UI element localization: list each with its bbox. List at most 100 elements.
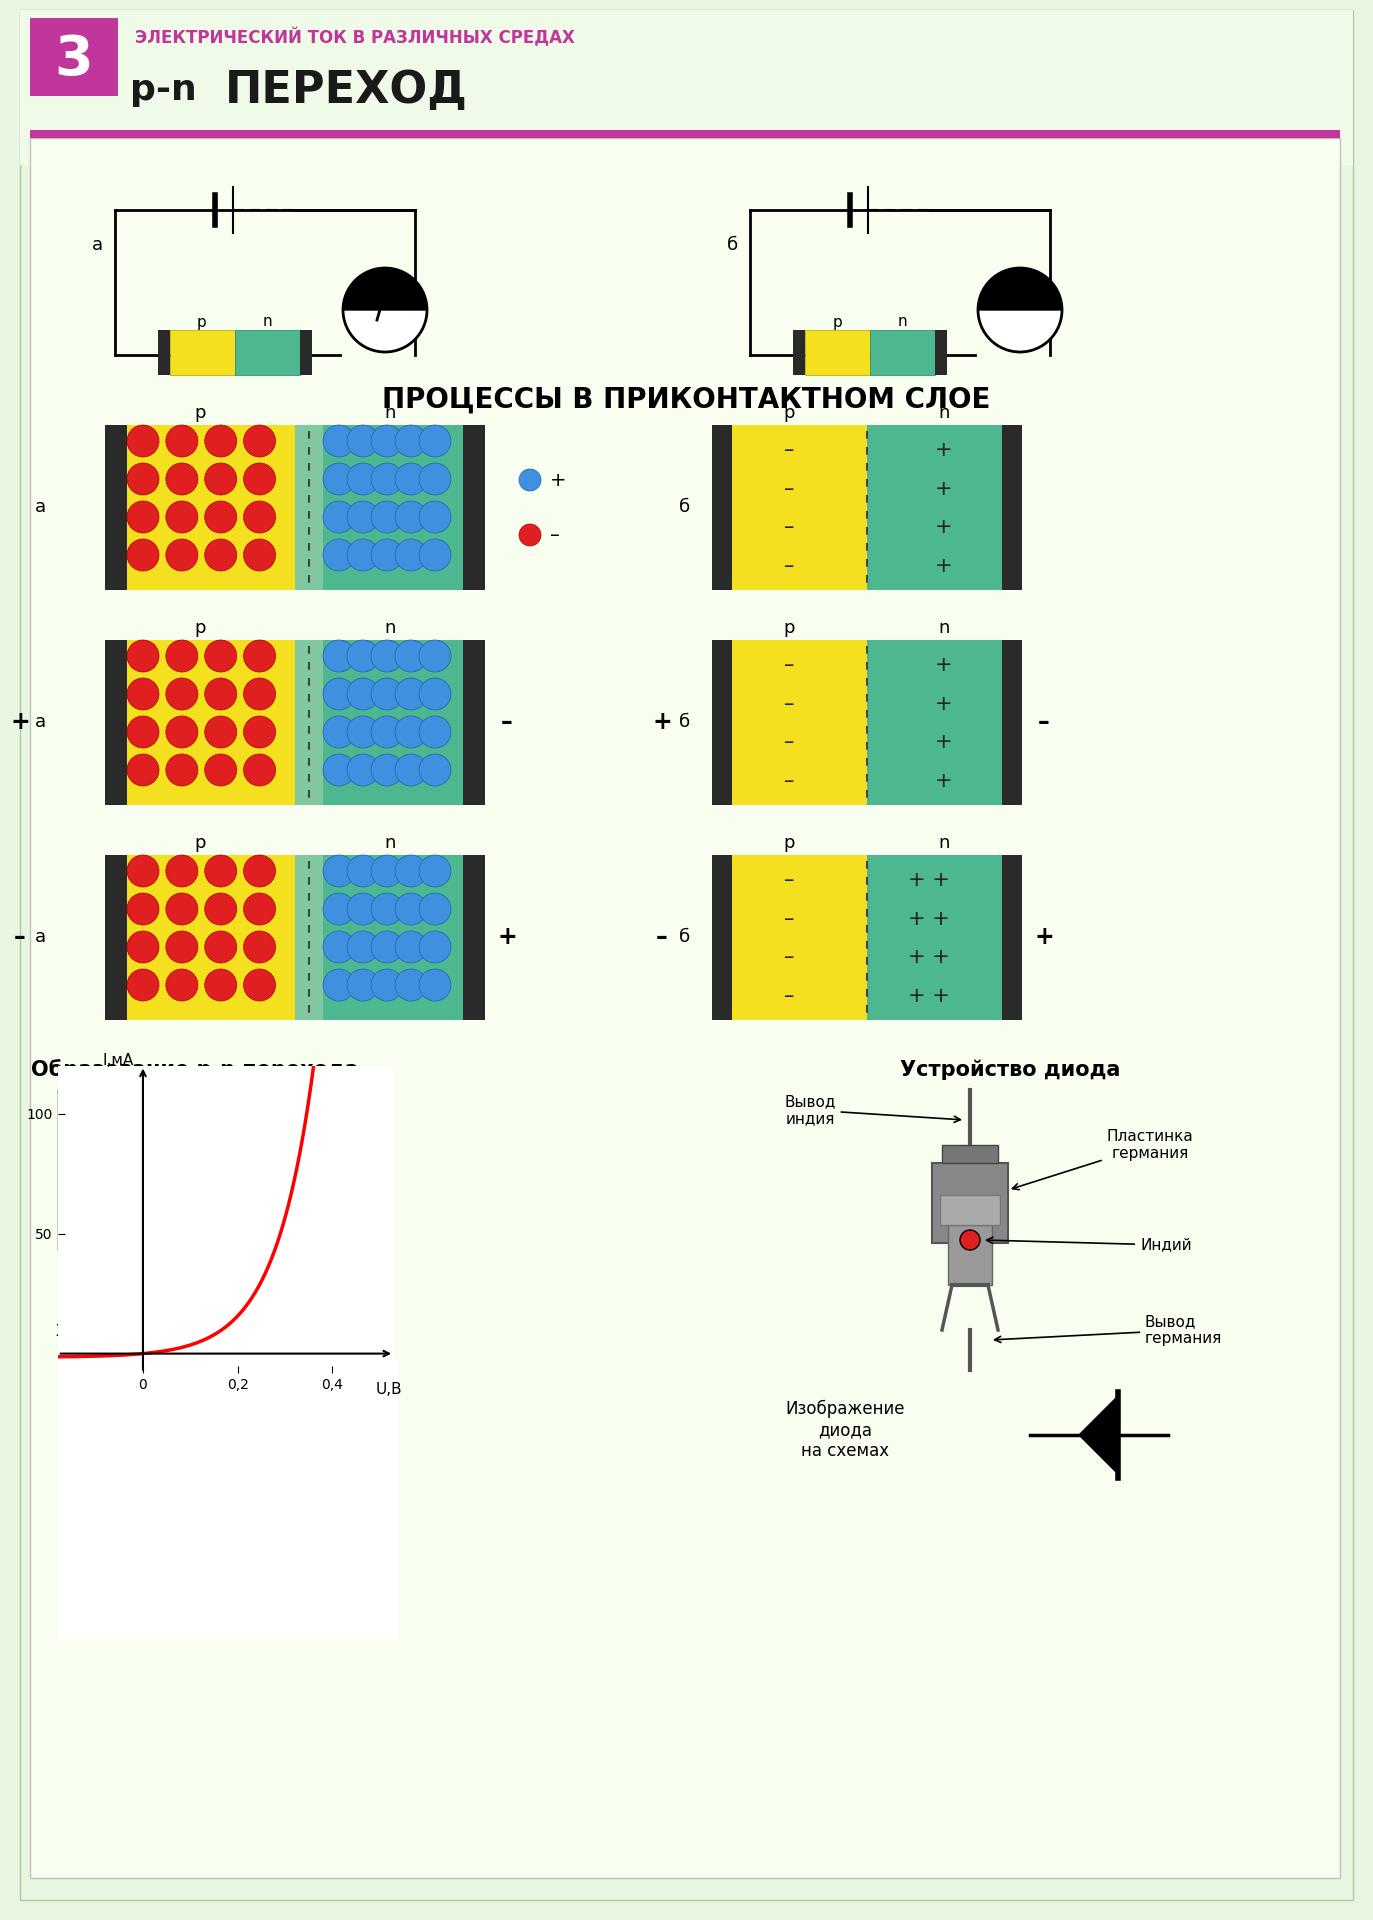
Text: –: – [551,526,560,545]
Circle shape [323,970,356,1000]
Bar [104,639,126,804]
Text: б: б [680,927,691,947]
Circle shape [243,893,276,925]
Circle shape [205,854,236,887]
Text: + +: + + [908,870,950,891]
Text: –: – [784,985,794,1006]
Circle shape [347,893,379,925]
Circle shape [205,463,236,495]
Circle shape [323,463,356,495]
Circle shape [371,540,404,570]
Circle shape [371,678,404,710]
Circle shape [347,755,379,785]
Circle shape [126,424,159,457]
Circle shape [395,424,427,457]
Circle shape [243,931,276,964]
Bar [805,330,870,374]
Text: ПЕРЕХОД: ПЕРЕХОД [225,69,468,111]
Text: Вывод
индия: Вывод индия [784,1094,960,1127]
Text: –: – [1038,710,1050,733]
Text: n: n [384,833,395,852]
Circle shape [126,540,159,570]
Text: + +: + + [908,908,950,929]
Circle shape [347,854,379,887]
Circle shape [205,424,236,457]
Bar [299,330,312,374]
Text: +: + [497,925,516,948]
Circle shape [126,463,159,495]
Bar [58,1359,398,1640]
Circle shape [205,501,236,534]
Circle shape [395,639,427,672]
Circle shape [243,540,276,570]
Text: 3: 3 [55,33,93,86]
Circle shape [347,463,379,495]
Circle shape [419,893,450,925]
Text: –: – [784,947,794,968]
Text: а: а [34,712,45,732]
Text: n: n [384,403,395,422]
Text: а: а [34,927,45,947]
Text: ПРОЦЕССЫ В ПРИКОНТАКТНОМ СЛОЕ: ПРОЦЕССЫ В ПРИКОНТАКТНОМ СЛОЕ [382,386,990,415]
Text: +: + [935,555,953,576]
Circle shape [371,931,404,964]
Circle shape [243,501,276,534]
Circle shape [126,501,159,534]
Text: +: + [10,710,30,733]
Text: –: – [784,870,794,891]
Text: p: p [783,618,795,637]
Bar [126,854,295,1020]
Circle shape [419,463,450,495]
Circle shape [243,424,276,457]
Text: Устройство диода: Устройство диода [899,1060,1120,1081]
Circle shape [978,269,1061,351]
Bar [30,131,1340,138]
Text: n: n [262,315,272,330]
Bar [947,1225,993,1284]
Circle shape [126,716,159,749]
Bar [713,854,732,1020]
Bar [866,639,1022,804]
Text: Пластинка
германия: Пластинка германия [1012,1129,1193,1190]
Circle shape [371,639,404,672]
Bar [732,854,866,1020]
Circle shape [395,678,427,710]
Circle shape [243,716,276,749]
Circle shape [243,639,276,672]
Circle shape [166,931,198,964]
Text: +: + [1034,925,1054,948]
Circle shape [166,463,198,495]
Bar [713,639,732,804]
Text: –: – [501,710,514,733]
Text: n: n [938,618,950,637]
Bar [30,17,118,96]
Circle shape [97,1200,108,1210]
Text: p: p [198,315,207,330]
Circle shape [343,269,427,351]
Circle shape [126,893,159,925]
Text: +: + [935,732,953,753]
Bar [126,424,295,589]
Text: а: а [34,497,45,516]
Circle shape [395,854,427,887]
Text: p-n: p-n [163,1091,188,1106]
Circle shape [395,716,427,749]
Ellipse shape [107,1131,331,1246]
Circle shape [166,501,198,534]
Text: n: n [938,833,950,852]
Text: Изображение
диода
на схемах: Изображение диода на схемах [785,1400,905,1459]
Text: Образование р-n перехода: Образование р-n перехода [32,1060,358,1081]
Bar [935,330,947,374]
Text: p: p [783,403,795,422]
Circle shape [126,854,159,887]
Text: р-n: р-n [130,73,222,108]
Circle shape [323,424,356,457]
Circle shape [347,970,379,1000]
Circle shape [166,893,198,925]
Bar [1002,424,1022,589]
Circle shape [243,970,276,1000]
Bar [463,424,485,589]
Circle shape [395,463,427,495]
Text: +: + [935,478,953,499]
Bar [58,1091,368,1250]
